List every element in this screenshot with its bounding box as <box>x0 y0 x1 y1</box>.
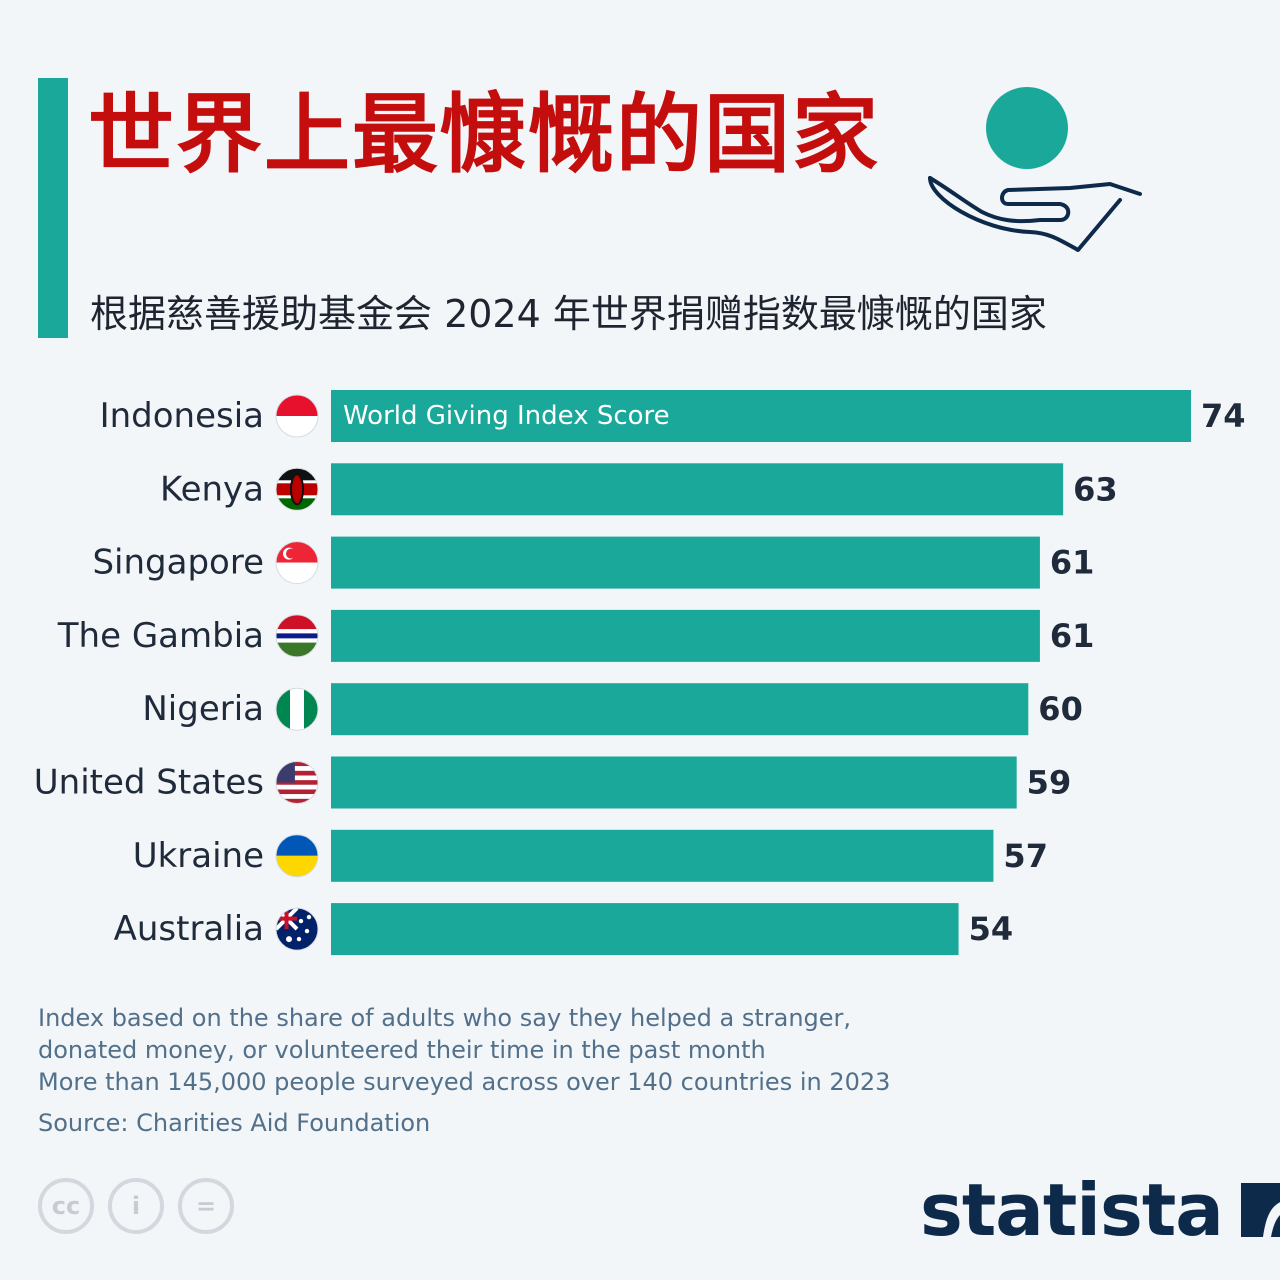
ukraine-flag-icon <box>275 834 319 878</box>
cc-icon[interactable]: cc <box>38 1178 94 1234</box>
bar-row: Kenya 63 <box>160 463 1118 516</box>
license-icons: cc i = <box>38 1178 234 1234</box>
value-label: 63 <box>1073 470 1118 508</box>
statista-wordmark: statista <box>920 1168 1224 1252</box>
indonesia-flag-icon <box>275 394 319 438</box>
no-derivatives-icon[interactable]: = <box>178 1178 234 1234</box>
bar <box>331 390 1191 442</box>
category-label: Indonesia <box>100 396 264 436</box>
source-text: Source: Charities Aid Foundation <box>38 1109 431 1137</box>
bar <box>331 903 959 956</box>
accent-bar <box>38 78 68 338</box>
bar-row: United States 59 <box>34 756 1072 809</box>
value-label: 54 <box>969 910 1014 948</box>
value-label: 59 <box>1027 764 1072 802</box>
category-label: The Gambia <box>57 616 264 656</box>
statista-mark-icon <box>1240 1183 1280 1237</box>
note-line-3: More than 145,000 people surveyed across… <box>38 1068 891 1096</box>
value-label: 60 <box>1038 690 1083 728</box>
bar-chart: Indonesia 74 World Giving Index Score Kenya… <box>34 390 1246 956</box>
attribution-icon[interactable]: i <box>108 1178 164 1234</box>
bar <box>331 829 994 882</box>
bar-row: Ukraine 57 <box>133 829 1048 882</box>
value-label: 74 <box>1201 397 1246 435</box>
bar-row: Singapore 61 <box>92 536 1095 589</box>
bar <box>331 536 1040 589</box>
kenya-flag-icon <box>275 467 319 511</box>
value-label: 61 <box>1050 544 1095 582</box>
australia-flag-icon <box>275 907 319 951</box>
category-label: Kenya <box>160 469 264 509</box>
category-label: Australia <box>114 909 264 949</box>
bar-row: Indonesia 74 World Giving Index Score <box>100 390 1246 442</box>
note-line-1: Index based on the share of adults who s… <box>38 1004 852 1032</box>
bar <box>331 609 1040 662</box>
page-title: 世界上最慷慨的国家 <box>88 85 880 185</box>
gambia-flag-icon <box>275 614 319 658</box>
statista-logo[interactable]: statista <box>920 1168 1280 1252</box>
value-label: 57 <box>1003 837 1048 875</box>
note-line-2: donated money, or volunteered their time… <box>38 1036 766 1064</box>
category-label: Singapore <box>92 543 264 583</box>
bar-row: Nigeria 60 <box>142 683 1083 736</box>
value-label: 61 <box>1050 617 1095 655</box>
category-label: United States <box>34 763 264 803</box>
hand-holding-coin-icon <box>928 87 1142 252</box>
nigeria-flag-icon <box>275 687 319 731</box>
chart-notes: Index based on the share of adults who s… <box>38 1002 890 1098</box>
legend-label: World Giving Index Score <box>343 401 670 431</box>
united-states-flag-icon <box>275 761 319 804</box>
category-label: Ukraine <box>133 836 264 876</box>
page-subtitle: 根据慈善援助基金会 2024 年世界捐赠指数最慷慨的国家 <box>90 292 1047 336</box>
bar-row: Australia 54 <box>114 903 1014 956</box>
bar <box>331 463 1064 516</box>
bar <box>331 756 1017 809</box>
category-label: Nigeria <box>142 689 264 729</box>
bar <box>331 683 1029 736</box>
singapore-flag-icon <box>275 541 319 585</box>
bar-row: The Gambia 61 <box>57 609 1095 662</box>
